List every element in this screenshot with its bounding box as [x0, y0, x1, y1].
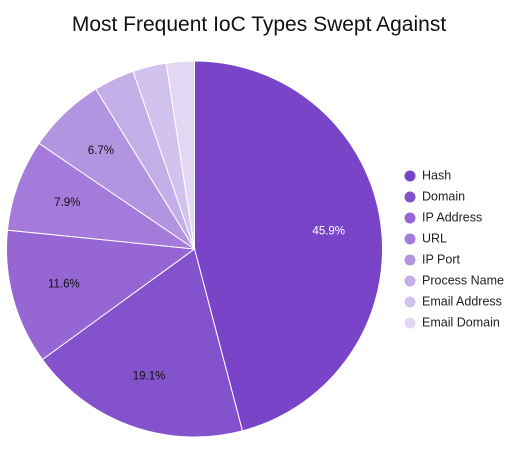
pie-slice-hash: [194, 60, 383, 432]
pie-slice-domain: [41, 248, 244, 438]
legend-label: URL: [422, 231, 447, 245]
legend-marker: [404, 191, 416, 203]
legend-item-url: URL: [404, 231, 447, 245]
legend-marker: [404, 275, 416, 287]
data-label-hash: 45.9%: [312, 226, 345, 238]
legend-label: Domain: [422, 189, 465, 203]
legend-marker: [404, 317, 416, 329]
legend-label: Email Domain: [422, 315, 500, 329]
legend-item-hash: Hash: [404, 168, 451, 182]
pie-slice-url: [6, 142, 195, 250]
legend-item-process-name: Process Name: [404, 273, 504, 287]
legend-marker: [404, 254, 416, 266]
legend-label: IP Address: [422, 210, 482, 224]
chart-title: Most Frequent IoC Types Swept Against: [71, 13, 447, 36]
legend-item-email-address: Email Address: [404, 294, 502, 308]
pie-slice-email-domain: [165, 60, 195, 250]
legend-marker: [404, 212, 416, 224]
data-label-ip-address: 11.6%: [48, 278, 80, 290]
data-label-ip-port: 6.7%: [88, 145, 114, 157]
legend-item-ip-port: IP Port: [404, 252, 461, 266]
legend-label: IP Port: [422, 252, 461, 266]
legend-marker: [404, 233, 416, 245]
legend-label: Email Address: [422, 294, 502, 308]
legend-label: Hash: [422, 168, 451, 182]
data-label-domain: 19.1%: [133, 371, 166, 383]
pie-slice-ip-address: [6, 229, 196, 361]
legend-marker: [404, 170, 416, 182]
data-label-url: 7.9%: [54, 197, 80, 209]
legend-item-ip-address: IP Address: [404, 210, 482, 224]
legend-item-email-domain: Email Domain: [404, 315, 500, 329]
legend-item-domain: Domain: [404, 189, 465, 203]
legend-marker: [404, 296, 416, 308]
legend-label: Process Name: [422, 273, 504, 287]
